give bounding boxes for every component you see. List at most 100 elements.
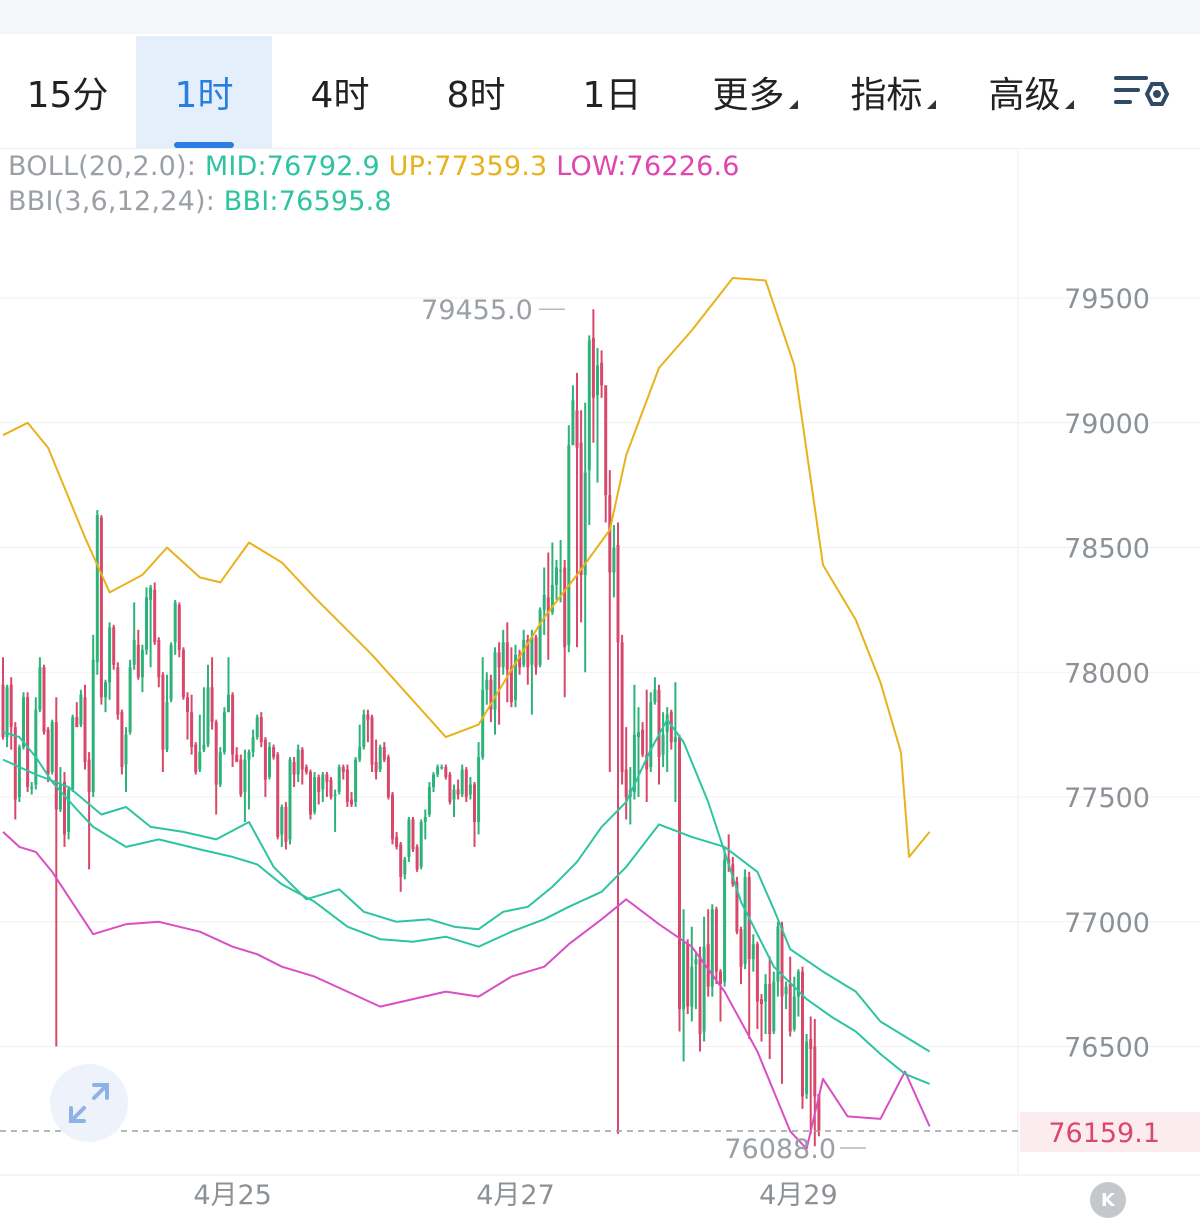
candle (678, 734, 681, 1032)
candle-body (149, 587, 153, 600)
candle-body (755, 944, 759, 1002)
candle-body (497, 652, 501, 668)
candle (63, 772, 66, 847)
candle-body (559, 569, 563, 572)
candle-body (391, 794, 394, 840)
candle-body (120, 712, 124, 768)
candle (801, 966, 804, 1109)
candle-body (132, 639, 136, 665)
candle-body (485, 679, 489, 690)
candle (415, 844, 419, 872)
candle (108, 622, 112, 700)
candle-body (796, 971, 800, 997)
candle (747, 871, 751, 1040)
candle-body (325, 774, 329, 783)
candle-body (79, 694, 83, 725)
candle (444, 764, 448, 780)
candle-body (304, 767, 308, 773)
candle (218, 747, 222, 788)
tab-15min[interactable]: 15分 (0, 36, 135, 148)
candle-body (809, 1039, 813, 1049)
candle-body (596, 365, 599, 396)
candle-body (276, 754, 280, 837)
candle (452, 784, 456, 817)
candle-body (382, 747, 386, 760)
candle-body (788, 984, 792, 1032)
candle-body (403, 859, 407, 875)
candle (448, 772, 452, 805)
candle-body (13, 727, 17, 800)
candle-body (460, 769, 464, 795)
candle (99, 515, 103, 705)
candle (427, 782, 431, 817)
candle-body (415, 846, 419, 870)
bbi-indicator-line: BBI(3,6,12,24): BBI:76595.8 (8, 186, 392, 217)
candle (612, 525, 616, 598)
candle-body (337, 767, 341, 793)
tab-label: 8时 (446, 75, 506, 116)
candle-body (399, 844, 403, 877)
candle-body (341, 767, 345, 773)
candle-body (657, 689, 661, 758)
candle (706, 909, 710, 997)
candle-body (136, 644, 140, 678)
candle-body (284, 806, 288, 842)
candle-body (587, 340, 591, 471)
candle (760, 994, 763, 1042)
candle-body (145, 597, 148, 650)
tab-more-dropdown[interactable]: 更多 (690, 36, 820, 148)
x-tick-label: 4月27 (476, 1180, 555, 1211)
tab-1day[interactable]: 1日 (544, 36, 680, 148)
candle (600, 350, 604, 398)
candle (710, 904, 714, 997)
candle (481, 657, 485, 760)
candle (87, 752, 91, 870)
tab-1hour[interactable]: 1时 (136, 36, 272, 148)
candle-body (251, 737, 255, 753)
candle (251, 729, 255, 758)
candle (329, 777, 333, 800)
candle (198, 714, 202, 773)
candle-body (38, 667, 42, 710)
candle-body (140, 649, 144, 678)
candle (231, 692, 235, 768)
candle-body (423, 816, 427, 822)
chart-settings-icon[interactable] (1112, 70, 1172, 118)
candle-body (214, 722, 218, 785)
candle (46, 727, 50, 783)
candle (132, 602, 136, 670)
candle (714, 906, 718, 985)
candle-body (272, 747, 276, 758)
candle (411, 816, 415, 852)
candle (546, 552, 550, 660)
tab-indicators-dropdown[interactable]: 指标 (828, 36, 958, 148)
candle (813, 1019, 817, 1147)
candle (5, 684, 9, 748)
tab-advanced-dropdown[interactable]: 高级 (966, 36, 1096, 148)
candle-body (624, 769, 628, 797)
candle (161, 672, 165, 773)
candle (243, 749, 247, 822)
expand-button[interactable] (50, 1064, 128, 1142)
candle-body (419, 821, 423, 867)
candle-body (222, 712, 226, 753)
candle (276, 752, 280, 840)
tab-label: 4时 (310, 75, 370, 116)
tab-8hour[interactable]: 8时 (408, 36, 544, 148)
candle-body (46, 729, 50, 775)
boll-lower-line (2, 831, 931, 1150)
candle (362, 709, 366, 750)
tab-4hour[interactable]: 4时 (272, 36, 408, 148)
y-tick-label: 78000 (1064, 658, 1150, 689)
k-button[interactable]: K (1090, 1182, 1126, 1218)
candle (555, 559, 558, 600)
bbi-line (2, 718, 930, 1085)
candle-body (616, 545, 620, 643)
candle-body (468, 784, 472, 795)
candle (145, 587, 148, 655)
candle (177, 602, 181, 658)
candle (477, 742, 481, 835)
candle-body (702, 946, 706, 1032)
candle (190, 694, 194, 755)
